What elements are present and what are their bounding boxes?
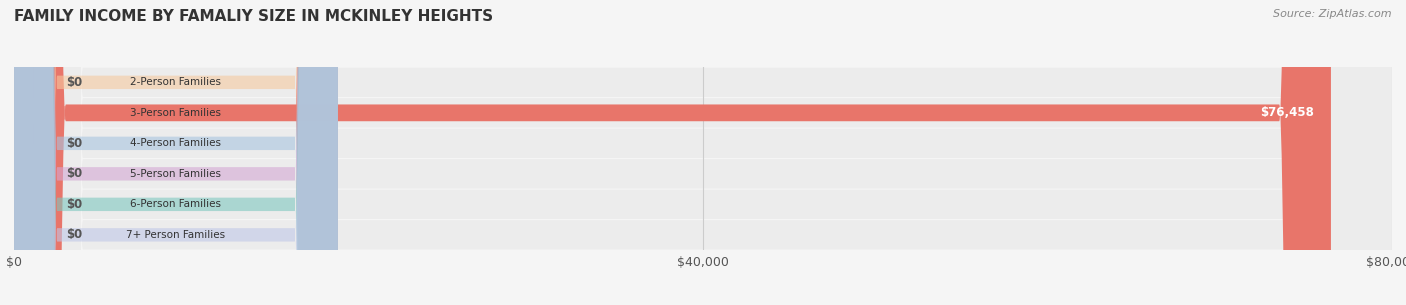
FancyBboxPatch shape [14, 0, 337, 305]
FancyBboxPatch shape [14, 0, 1392, 305]
FancyBboxPatch shape [14, 0, 52, 305]
Text: 3-Person Families: 3-Person Families [131, 108, 222, 118]
Text: Source: ZipAtlas.com: Source: ZipAtlas.com [1274, 9, 1392, 19]
FancyBboxPatch shape [14, 0, 52, 305]
Text: 2-Person Families: 2-Person Families [131, 77, 222, 87]
Text: $0: $0 [66, 76, 83, 89]
FancyBboxPatch shape [14, 0, 337, 305]
FancyBboxPatch shape [14, 0, 337, 305]
FancyBboxPatch shape [14, 0, 1392, 305]
Text: 5-Person Families: 5-Person Families [131, 169, 222, 179]
Text: $76,458: $76,458 [1261, 106, 1315, 119]
FancyBboxPatch shape [14, 0, 1392, 305]
Text: FAMILY INCOME BY FAMALIY SIZE IN MCKINLEY HEIGHTS: FAMILY INCOME BY FAMALIY SIZE IN MCKINLE… [14, 9, 494, 24]
FancyBboxPatch shape [14, 0, 337, 305]
Text: $0: $0 [66, 167, 83, 180]
FancyBboxPatch shape [14, 0, 337, 305]
Text: 6-Person Families: 6-Person Families [131, 199, 222, 209]
FancyBboxPatch shape [14, 0, 1392, 305]
Text: $0: $0 [66, 228, 83, 241]
Text: 4-Person Families: 4-Person Families [131, 138, 222, 148]
FancyBboxPatch shape [14, 0, 1392, 305]
FancyBboxPatch shape [14, 0, 52, 305]
FancyBboxPatch shape [14, 0, 52, 305]
Text: 7+ Person Families: 7+ Person Families [127, 230, 225, 240]
FancyBboxPatch shape [14, 0, 52, 305]
Text: $0: $0 [66, 198, 83, 211]
FancyBboxPatch shape [14, 0, 337, 305]
FancyBboxPatch shape [14, 0, 1392, 305]
FancyBboxPatch shape [14, 0, 1331, 305]
Text: $0: $0 [66, 137, 83, 150]
